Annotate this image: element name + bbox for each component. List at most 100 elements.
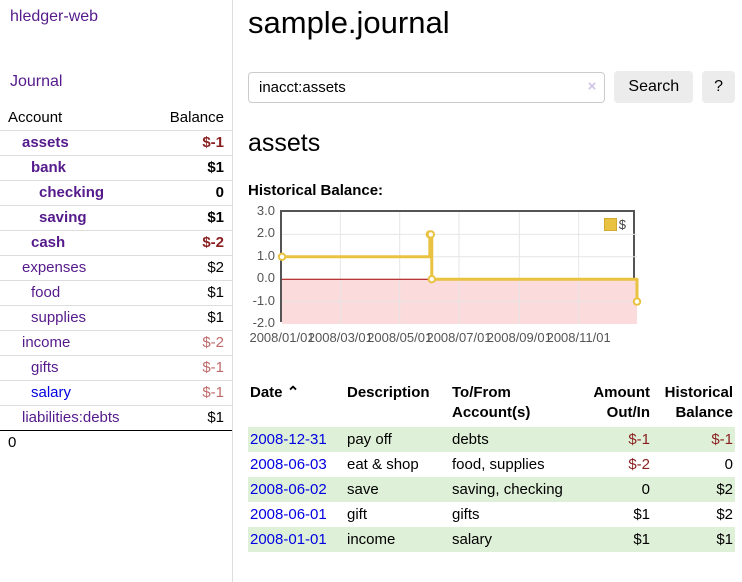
register-table: Date ⌃ Description To/From Account(s) Am… [248,381,735,552]
account-heading: assets [248,128,735,158]
transaction-balance: 0 [652,452,735,477]
transaction-description: income [345,527,450,552]
y-axis-tick-label: 2.0 [248,225,275,240]
legend-label: $ [619,217,626,232]
transaction-date-link[interactable]: 2008-06-02 [250,481,327,498]
transaction-description: gift [345,502,450,527]
sidebar-item-journal[interactable]: Journal [0,73,232,91]
search-form: × Search ? [248,71,735,103]
chart-legend: $ [604,217,626,232]
column-header-amount: Amount Out/In [578,381,652,427]
transaction-date-link[interactable]: 2008-06-01 [250,506,327,523]
x-axis-tick-label: 2008/11/01 [547,330,611,345]
account-link-bank[interactable]: bank [31,159,66,176]
accounts-total-row: 0 [0,430,232,455]
account-balance: $1 [207,284,224,302]
page-title: sample.journal [248,5,735,41]
account-row: gifts $-1 [0,355,232,380]
account-balance: $-2 [202,334,224,352]
column-header-description: Description [345,381,450,427]
transaction-row: 2008-06-01 gift gifts $1 $2 [248,502,735,527]
transaction-accounts: food, supplies [450,452,578,477]
account-balance: $-1 [202,359,224,377]
y-axis-tick-label: -2.0 [248,315,275,330]
account-row: supplies $1 [0,305,232,330]
account-link-gifts[interactable]: gifts [31,359,59,376]
account-row: cash $-2 [0,230,232,255]
account-link-food[interactable]: food [31,284,60,301]
accounts-total: 0 [8,434,16,451]
transaction-row: 2008-12-31 pay off debts $-1 $-1 [248,427,735,452]
transaction-description: eat & shop [345,452,450,477]
x-axis-tick-label: 2008/05/01 [367,330,432,345]
brand-link[interactable]: hledger-web [0,8,232,26]
account-balance: $2 [207,259,224,277]
transaction-balance: $-1 [652,427,735,452]
x-axis-tick-label: 2008/03/01 [308,330,373,345]
account-link-cash[interactable]: cash [31,234,65,251]
transaction-date-link[interactable]: 2008-12-31 [250,431,327,448]
balance-column-header: Balance [170,109,224,127]
x-axis-tick-label: 2008/01/01 [249,330,314,345]
account-row: saving $1 [0,205,232,230]
transaction-row: 2008-06-02 save saving, checking 0 $2 [248,477,735,502]
account-link-supplies[interactable]: supplies [31,309,86,326]
x-axis-tick-label: 2008/09/01 [487,330,552,345]
y-axis-tick-label: -1.0 [248,293,275,308]
account-row: income $-2 [0,330,232,355]
transaction-row: 2008-01-01 income salary $1 $1 [248,527,735,552]
sort-asc-icon: ⌃ [287,384,300,401]
transaction-description: save [345,477,450,502]
search-input[interactable] [248,72,605,103]
account-row: liabilities:debts $1 [0,405,232,430]
transaction-description: pay off [345,427,450,452]
y-axis-tick-label: 3.0 [248,203,275,218]
account-balance: $-1 [202,134,224,152]
historical-balance-chart: $ 3.02.01.00.0-1.0-2.0 2008/01/012008/03… [248,208,735,354]
column-header-date[interactable]: Date ⌃ [248,381,345,427]
chart-title: Historical Balance: [248,182,735,199]
help-button[interactable]: ? [702,71,735,103]
account-row: bank $1 [0,155,232,180]
transaction-amount: $-1 [578,427,652,452]
chart-canvas [282,212,637,324]
clear-search-icon[interactable]: × [588,77,597,97]
account-link-liabilities-debts[interactable]: liabilities:debts [22,409,120,426]
legend-swatch-icon [604,218,617,231]
account-row: salary $-1 [0,380,232,405]
y-axis-tick-label: 0.0 [248,270,275,285]
search-button[interactable]: Search [614,71,693,103]
account-balance: 0 [216,184,224,202]
account-link-salary[interactable]: salary [31,384,71,401]
x-axis-tick-label: 2008/07/01 [426,330,491,345]
column-header-accounts: To/From Account(s) [450,381,578,427]
transaction-accounts: debts [450,427,578,452]
transaction-row: 2008-06-03 eat & shop food, supplies $-2… [248,452,735,477]
account-balance: $1 [207,209,224,227]
account-balance: $-1 [202,384,224,402]
transaction-balance: $1 [652,527,735,552]
y-axis-tick-label: 1.0 [248,248,275,263]
account-link-checking[interactable]: checking [39,184,104,201]
transaction-amount: $1 [578,502,652,527]
account-column-header: Account [8,109,62,127]
chart-plot: $ [280,210,635,322]
transaction-amount: 0 [578,477,652,502]
transaction-amount: $-2 [578,452,652,477]
column-header-balance: Historical Balance [652,381,735,427]
transaction-accounts: gifts [450,502,578,527]
register-header-row: Date ⌃ Description To/From Account(s) Am… [248,381,735,427]
transaction-balance: $2 [652,477,735,502]
account-link-expenses[interactable]: expenses [22,259,86,276]
account-link-saving[interactable]: saving [39,209,87,226]
account-row: checking 0 [0,180,232,205]
account-row: food $1 [0,280,232,305]
transaction-date-link[interactable]: 2008-06-03 [250,456,327,473]
transaction-date-link[interactable]: 2008-01-01 [250,531,327,548]
main-pane: sample.journal × Search ? assets Histori… [234,0,742,552]
transaction-accounts: salary [450,527,578,552]
account-balance-table: Account Balance assets $-1 bank $1 check… [0,106,232,455]
account-link-assets[interactable]: assets [22,134,69,151]
account-balance: $-2 [202,234,224,252]
account-link-income[interactable]: income [22,334,70,351]
